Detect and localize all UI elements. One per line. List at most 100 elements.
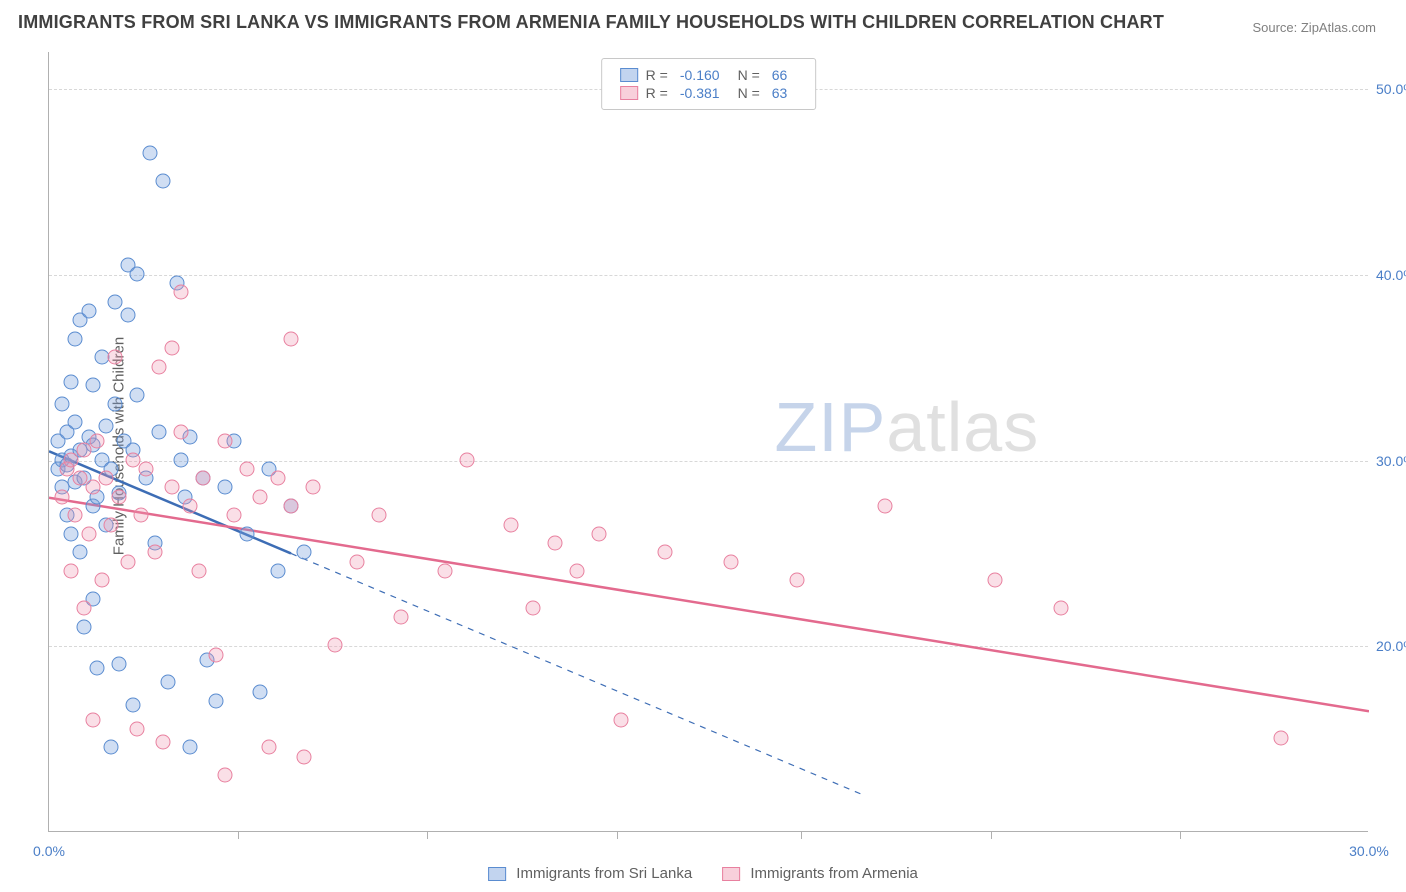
legend-item-2: Immigrants from Armenia [722,865,918,882]
data-point [99,419,114,434]
data-point [108,350,123,365]
data-point [68,331,83,346]
watermark: ZIPatlas [774,387,1039,467]
legend-swatch-pink [620,86,638,100]
data-point [394,610,409,625]
data-point [108,294,123,309]
data-point [306,480,321,495]
data-point [270,564,285,579]
data-point [658,545,673,560]
data-point [592,526,607,541]
data-point [138,461,153,476]
data-point [196,471,211,486]
legend-stats-row-2: R = -0.381 N = 63 [620,85,798,101]
data-point [90,434,105,449]
watermark-atlas: atlas [886,388,1039,466]
data-point [165,480,180,495]
data-point [209,647,224,662]
data-point [94,573,109,588]
data-point [174,285,189,300]
data-point [270,471,285,486]
data-point [121,554,136,569]
x-tick [238,831,239,839]
data-point [174,424,189,439]
data-point [112,489,127,504]
data-point [504,517,519,532]
trendlines [49,52,1369,832]
data-point [372,508,387,523]
data-point [724,554,739,569]
x-tick [991,831,992,839]
data-point [1274,731,1289,746]
data-point [790,573,805,588]
data-point [68,508,83,523]
data-point [152,424,167,439]
legend-R-label: R = [646,67,668,83]
data-point [55,489,70,504]
data-point [121,307,136,322]
data-point [297,749,312,764]
y-tick-label: 40.0% [1376,267,1406,283]
y-tick-label: 50.0% [1376,81,1406,97]
data-point [526,601,541,616]
gridline [49,275,1368,276]
data-point [460,452,475,467]
legend-item-2-label: Immigrants from Armenia [750,865,918,882]
gridline [49,646,1368,647]
data-point [134,508,149,523]
data-point [182,740,197,755]
legend-swatch-pink [722,867,740,881]
data-point [103,517,118,532]
legend-N-label: N = [738,85,760,101]
data-point [438,564,453,579]
data-point [284,499,299,514]
legend-swatch-blue [488,867,506,881]
legend-R-label: R = [646,85,668,101]
data-point [112,656,127,671]
y-tick-label: 30.0% [1376,453,1406,469]
data-point [143,146,158,161]
data-point [72,545,87,560]
data-point [77,601,92,616]
legend-N-pink: 63 [772,85,788,101]
chart-title: IMMIGRANTS FROM SRI LANKA VS IMMIGRANTS … [18,12,1164,33]
data-point [125,452,140,467]
data-point [240,461,255,476]
data-point [77,619,92,634]
watermark-zip: ZIP [774,388,886,466]
data-point [55,396,70,411]
data-point [284,331,299,346]
legend-item-1: Immigrants from Sri Lanka [488,865,692,882]
legend-R-pink: -0.381 [680,85,720,101]
data-point [64,526,79,541]
x-tick-label: 0.0% [33,843,65,859]
data-point [147,545,162,560]
data-point [1054,601,1069,616]
data-point [548,536,563,551]
legend-stats-row-1: R = -0.160 N = 66 [620,67,798,83]
data-point [240,526,255,541]
y-tick-label: 20.0% [1376,638,1406,654]
data-point [160,675,175,690]
x-tick [801,831,802,839]
data-point [328,638,343,653]
data-point [86,378,101,393]
data-point [68,415,83,430]
data-point [614,712,629,727]
data-point [191,564,206,579]
data-point [72,471,87,486]
plot-area: ZIPatlas R = -0.160 N = 66 R = -0.381 N … [48,52,1368,832]
legend-item-1-label: Immigrants from Sri Lanka [516,865,692,882]
data-point [86,712,101,727]
data-point [125,697,140,712]
data-point [988,573,1003,588]
data-point [81,526,96,541]
data-point [570,564,585,579]
data-point [253,489,268,504]
data-point [77,443,92,458]
data-point [108,396,123,411]
data-point [90,660,105,675]
data-point [64,374,79,389]
legend-series: Immigrants from Sri Lanka Immigrants fro… [488,865,918,882]
legend-swatch-blue [620,68,638,82]
